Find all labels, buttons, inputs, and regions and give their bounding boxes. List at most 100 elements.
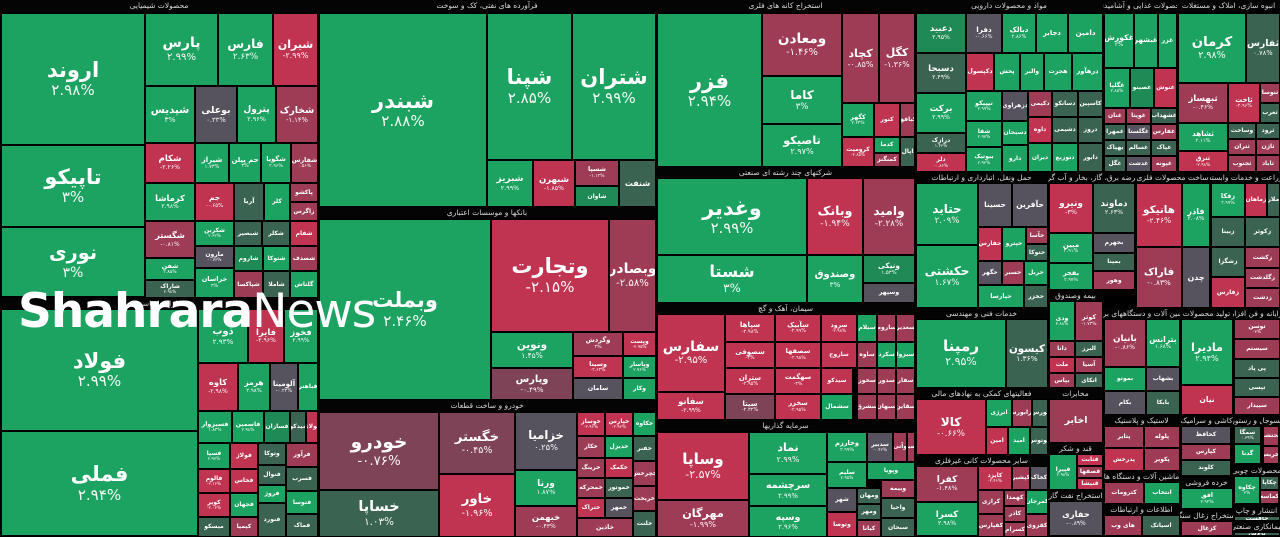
stock-change: ۲.۹۶% xyxy=(778,523,798,532)
stock-name: دعبید xyxy=(929,24,953,35)
stock-change: ۲.۹۸% xyxy=(163,290,177,295)
stock-tile: غکورش ۳% xyxy=(1104,13,1134,68)
stock-tile: کیانا xyxy=(857,520,881,537)
stock-tile: غنان xyxy=(1104,108,1126,124)
stock-change: ۲.۸۵% xyxy=(163,270,177,276)
stock-name: خودرو xyxy=(350,432,408,454)
stock-name: توسن xyxy=(1248,322,1266,330)
stock-tile: هجرت xyxy=(1044,53,1072,91)
stock-tile: خدیزل xyxy=(605,436,633,458)
stock-change: ۲.۹۶% xyxy=(633,368,646,373)
stock-name: تاصیکو xyxy=(783,134,821,148)
stock-tile: ساروج xyxy=(821,342,857,368)
stock-tile: وتوکا xyxy=(258,443,286,465)
stock-change: -۰.۴۶% xyxy=(1192,104,1214,112)
stock-change: -۲.۹۶% xyxy=(256,337,276,345)
stock-name: مهرگان xyxy=(682,507,724,521)
stock-change: -۰.۷۶% xyxy=(357,454,401,470)
stock-tile: وبصادر -۲.۵۸% xyxy=(609,219,656,332)
stock-tile: دفرا -۰.۶۶% xyxy=(966,13,1002,53)
stock-name: شهر xyxy=(835,496,849,504)
stock-tile: کاسپین xyxy=(1078,91,1103,117)
watermark-news: News xyxy=(252,284,376,339)
stock-tile: بهپاک xyxy=(1104,140,1126,156)
stock-tile: شاوان xyxy=(575,186,619,207)
stock-tile: برکت ۲.۹۹% xyxy=(916,93,966,133)
sector-header: انتشار و چاپ xyxy=(1233,505,1280,516)
stock-change: -۲.۴۶% xyxy=(988,479,1002,484)
stock-change: ۲.۶۳% xyxy=(208,234,221,240)
stock-name: انتخاب xyxy=(1152,489,1172,497)
stock-change: ۲.۶۳% xyxy=(851,121,865,127)
stock-change: -۰.۸۵% xyxy=(847,59,874,69)
stock-change: ۱.۳۶% xyxy=(1016,354,1038,364)
stock-tile: دسانکو xyxy=(1052,91,1078,117)
stock-tile: بیوتیک ۲.۹۳% xyxy=(966,147,1002,172)
stock-name: وکار xyxy=(633,385,646,393)
stock-name: بپاس xyxy=(1054,376,1070,384)
stock-name: محتشم xyxy=(1264,432,1278,440)
stock-tile: انرژی xyxy=(986,399,1012,427)
stock-name: وسینا xyxy=(589,359,607,368)
stock-name: غنان xyxy=(1108,112,1122,120)
sector-header: منسوجات xyxy=(1262,415,1280,426)
sector-header: پیمانکاری صنعتی xyxy=(1233,521,1280,532)
stock-name: وخارزم xyxy=(835,439,859,448)
stock-tile: دروز xyxy=(1078,117,1103,143)
stock-tile: سفانو -۲.۹۹% xyxy=(657,392,725,420)
stock-name: بمپنا xyxy=(1107,258,1121,266)
stock-name: کوثر xyxy=(1081,313,1097,322)
stock-name: دارو xyxy=(1008,154,1022,162)
stock-tile: حآسا xyxy=(1026,227,1048,244)
stock-name: افق xyxy=(1200,492,1214,500)
stock-name: دماوند xyxy=(1100,199,1128,210)
stock-name: فالوم xyxy=(205,474,223,482)
stock-tile: زشگزا xyxy=(1211,247,1245,277)
stock-change: ۲.۹۹% xyxy=(778,491,798,500)
stock-tile: شسپا -۱.۱۲% xyxy=(575,160,619,186)
stock-name: وصندوق xyxy=(814,268,856,280)
stock-tile: غزر xyxy=(1158,13,1177,68)
stock-name: وگردش xyxy=(585,336,611,345)
stock-tile: قپیرا ۲.۹۸% xyxy=(1049,454,1077,490)
stock-name: غپاک xyxy=(1156,144,1172,152)
stock-tile: وامید -۲.۲۸% xyxy=(863,178,915,255)
stock-tile: دانا xyxy=(1049,341,1075,357)
stock-change: ۱.۵۳% xyxy=(881,270,897,277)
stock-tile: شنفت xyxy=(619,160,656,207)
stock-name: دبالک xyxy=(1009,24,1029,34)
stock-name: درهآور xyxy=(1076,67,1099,76)
stock-tile: دارو xyxy=(1002,145,1028,172)
stock-tile: خرینگ xyxy=(577,458,605,478)
stock-name: دشیمی xyxy=(1054,126,1076,134)
stock-tile: شیراز ۱.۷۳% xyxy=(195,143,229,183)
stock-name: انرژی xyxy=(990,409,1008,417)
stock-tile: وبملت ۲.۴۶% xyxy=(319,219,491,400)
stock-name: پخش xyxy=(999,68,1015,76)
stock-tile: شگستر -۰.۸۱% xyxy=(145,221,195,258)
stock-name: ذوب xyxy=(212,325,234,337)
stock-name: فایرا xyxy=(255,327,277,338)
stock-change: ۲.۹۳% xyxy=(212,336,234,346)
stock-name: سرود xyxy=(830,321,848,329)
stock-name: اروند xyxy=(46,57,100,82)
stock-name: غفارس xyxy=(1152,128,1176,136)
stock-change: -۲.۹۸% xyxy=(208,388,228,396)
stock-name: وغدیر xyxy=(702,195,762,220)
stock-tile: اروند ۲.۹۸% xyxy=(1,13,145,145)
stock-name: آلومینا xyxy=(272,378,296,388)
stock-name: کرومیت xyxy=(846,145,870,153)
stock-change: -۲.۹۹% xyxy=(789,328,807,335)
stock-name: میدکو xyxy=(290,423,306,431)
stock-tile: شبهرن -۱.۸۵% xyxy=(533,160,575,207)
stock-name: فاسمین xyxy=(235,420,261,428)
stock-change: ۳% xyxy=(61,188,85,207)
stock-change: ۲.۹۹% xyxy=(840,448,854,454)
stock-change: -۰.۶۶% xyxy=(936,428,966,439)
stock-change: ۲.۹۹% xyxy=(500,183,520,192)
stock-name: دلر xyxy=(936,156,946,164)
stock-tile: فسازان xyxy=(264,411,290,443)
stock-tile: درهآور xyxy=(1072,53,1103,91)
stock-tile: بانیان -۰.۸۶% xyxy=(1104,319,1146,367)
stock-name: بانیان xyxy=(1113,334,1137,345)
